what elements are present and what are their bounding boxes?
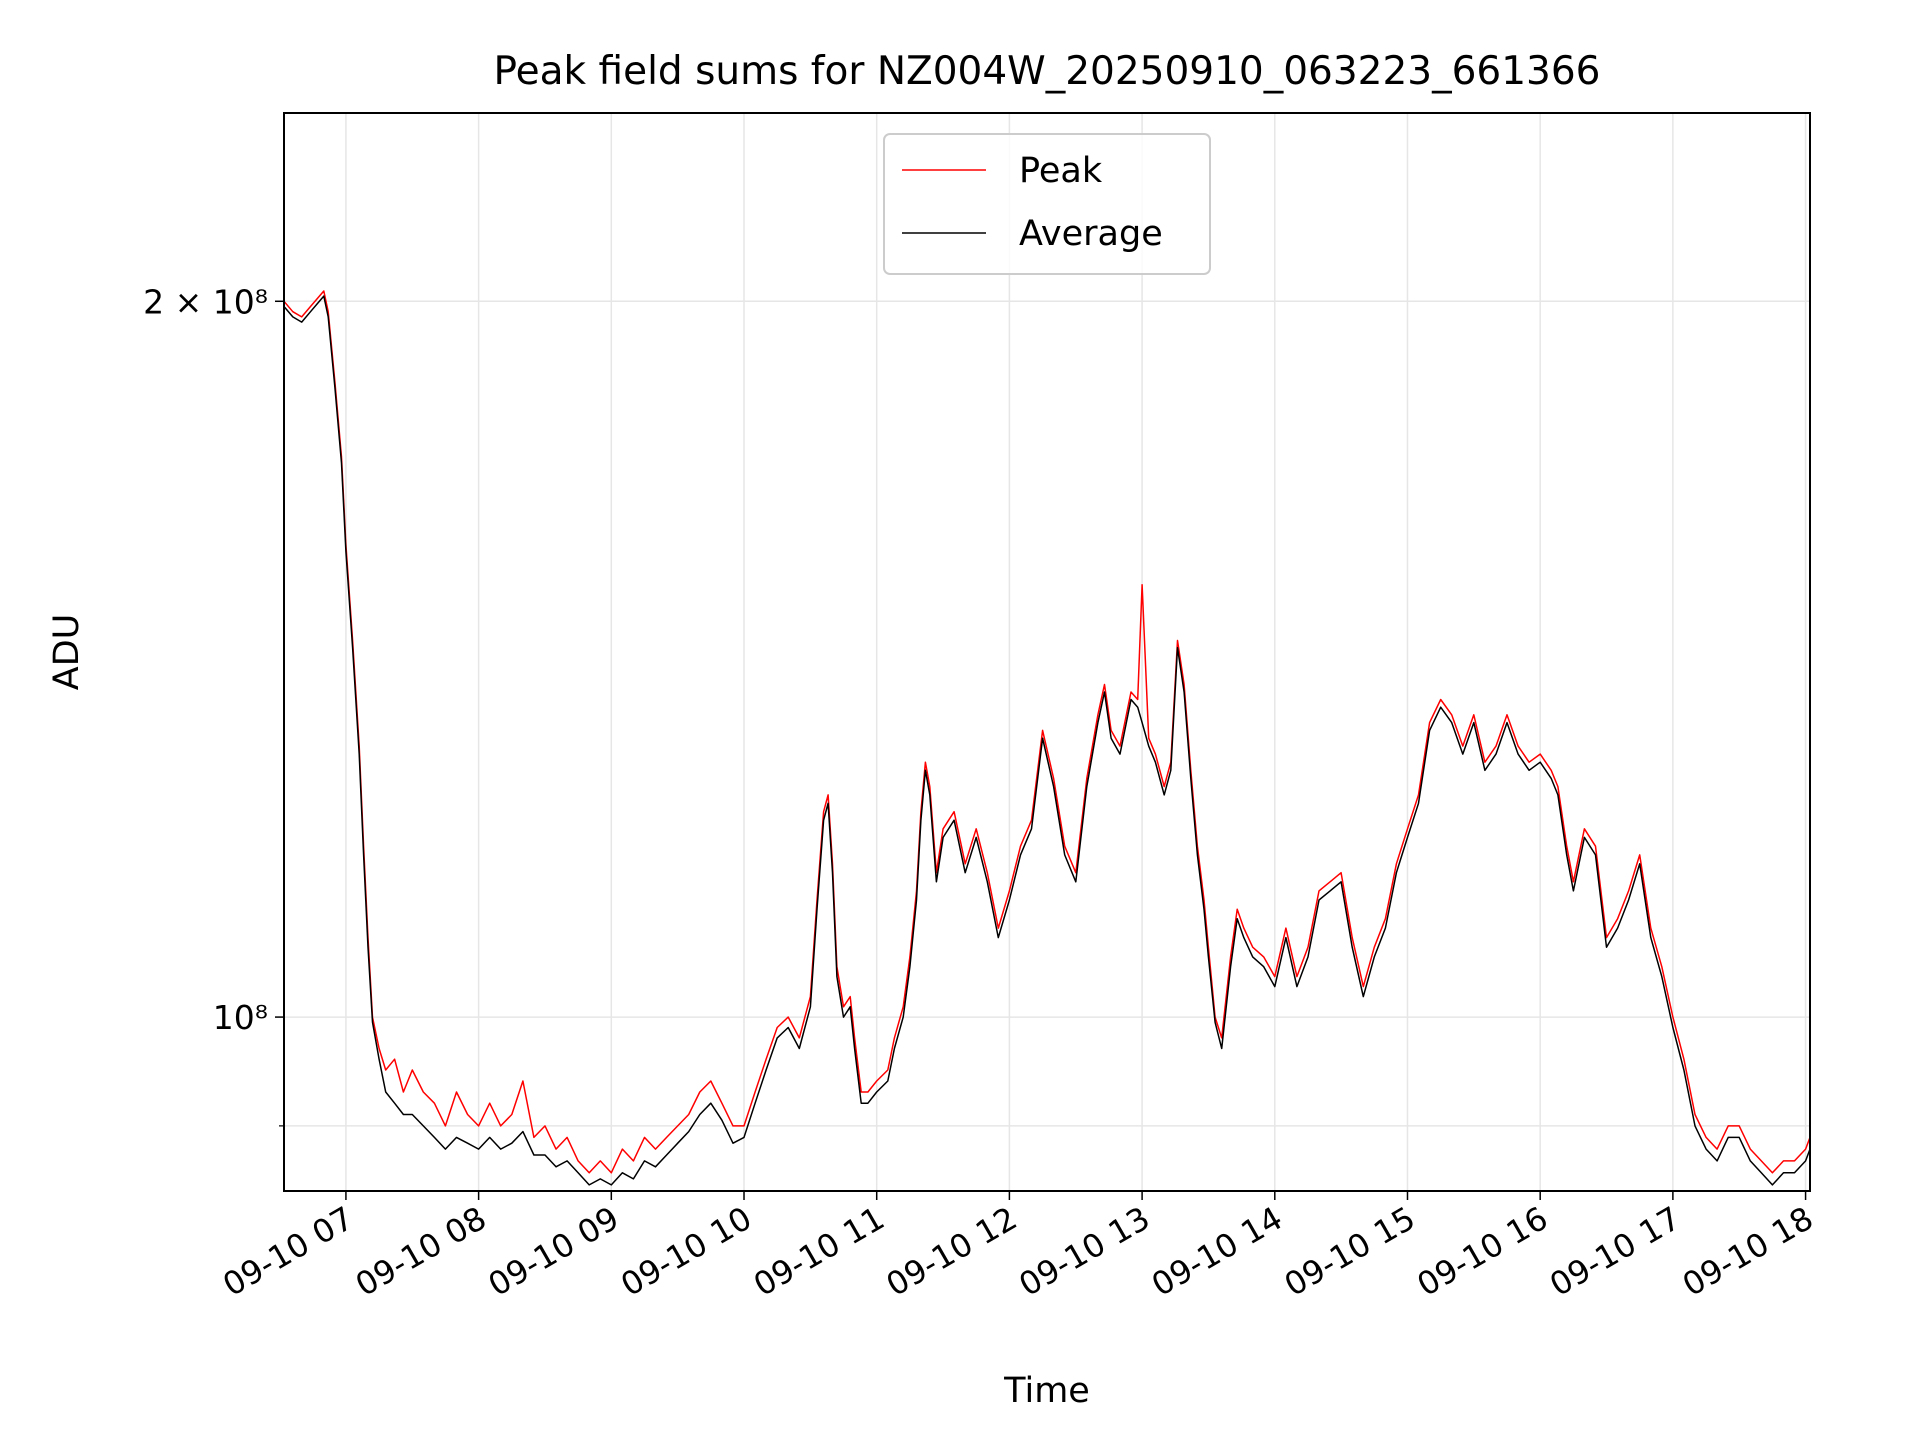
series-line-average	[283, 161, 1811, 1186]
chart-title: Peak field sums for NZ004W_20250910_0632…	[494, 49, 1601, 94]
legend-peak-label: Peak	[1019, 151, 1103, 191]
plot-area	[283, 112, 1811, 1192]
y-tick-label: 2 × 10⁸	[143, 282, 268, 321]
y-tick-label: 10⁸	[213, 998, 268, 1037]
legend-average-label: Average	[1019, 214, 1163, 254]
y-axis-label: ADU	[47, 614, 87, 691]
series-lines	[283, 157, 1811, 1186]
grid	[284, 113, 1810, 1191]
y-axis: 2 × 10⁸ 10⁸	[143, 282, 284, 1127]
x-axis-label: Time	[1003, 1371, 1090, 1411]
legend: Peak Average	[883, 133, 1211, 275]
legend-box	[883, 133, 1211, 275]
series-line-peak	[283, 157, 1811, 1174]
axes-frame	[283, 112, 1811, 1192]
